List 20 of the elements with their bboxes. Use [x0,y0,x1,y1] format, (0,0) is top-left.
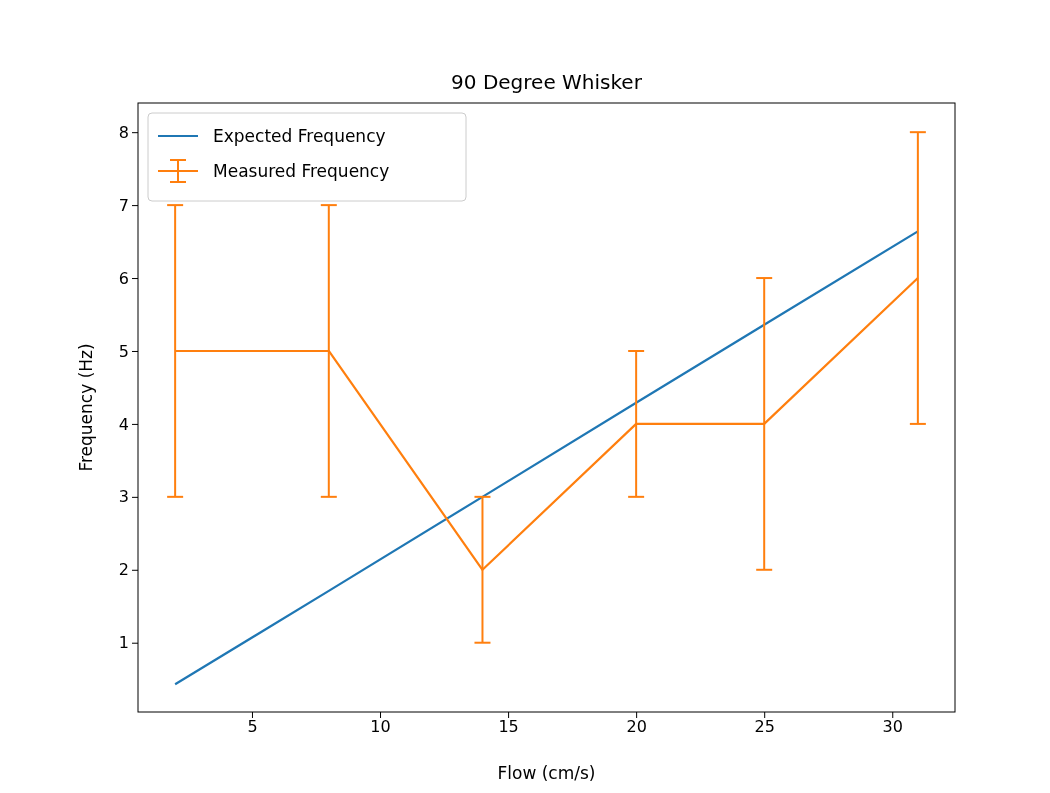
y-tick-label: 4 [118,414,129,434]
x-tick-label: 5 [247,717,258,737]
chart-title: 90 Degree Whisker [451,70,643,94]
x-tick-label: 15 [498,717,519,737]
y-tick-label: 1 [118,633,129,653]
y-tick-label: 7 [118,195,129,215]
x-tick-label: 25 [754,717,775,737]
x-tick-label: 20 [626,717,647,737]
y-tick-label: 3 [118,487,129,507]
y-axis-title: Frequency (Hz) [76,343,96,472]
x-axis-title: Flow (cm/s) [497,763,596,783]
y-tick-label: 6 [118,268,129,288]
y-tick-label: 8 [118,122,129,142]
x-tick-label: 10 [370,717,391,737]
y-tick-label: 2 [118,560,129,580]
x-tick-label: 30 [882,717,903,737]
line-series [174,230,919,686]
legend-label: Measured Frequency [213,161,390,181]
y-tick-label: 5 [118,341,129,361]
legend-label: Expected Frequency [213,126,386,146]
